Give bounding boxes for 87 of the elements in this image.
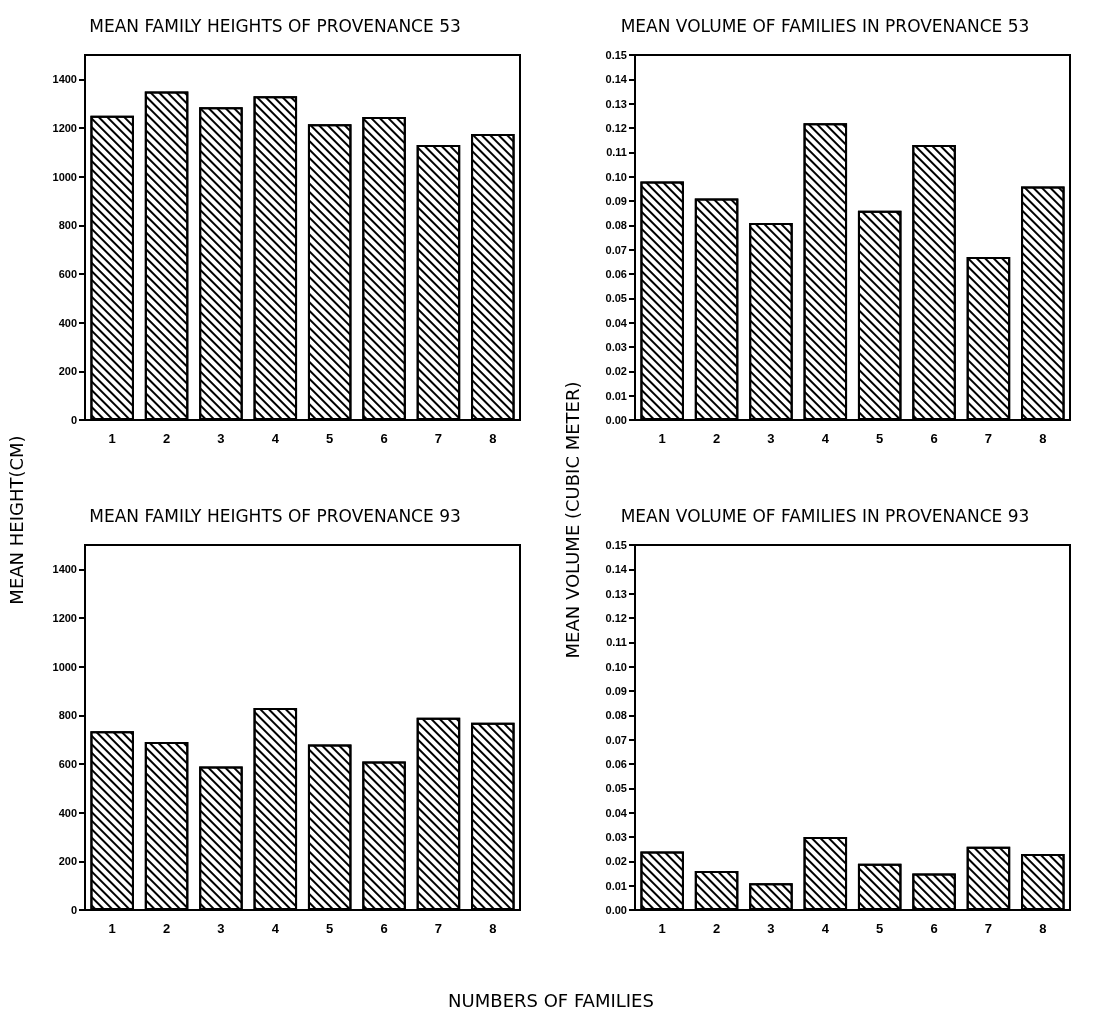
y-tick-label: 0.10 — [605, 660, 627, 673]
y-tick-label: 0.08 — [605, 219, 627, 232]
y-tick-label: 0.00 — [605, 904, 627, 916]
y-tick-label: 1400 — [52, 73, 77, 86]
y-tick-label: 200 — [58, 365, 77, 378]
y-tick-label: 0.09 — [605, 685, 627, 697]
y-tick-label: 0.09 — [605, 195, 627, 207]
x-tick-label: 5 — [876, 921, 884, 936]
y-tick-label: 0.13 — [605, 97, 627, 110]
y-tick-label: 0.02 — [605, 855, 627, 868]
x-tick-label: 4 — [271, 431, 280, 446]
y-tick-label: 200 — [58, 855, 77, 868]
x-tick-label: 2 — [712, 431, 721, 446]
x-tick-label: 1 — [658, 431, 666, 446]
y-tick-label: 0.01 — [605, 389, 627, 402]
y-tick-label: 0.04 — [605, 316, 628, 329]
x-tick-label: 6 — [380, 921, 388, 936]
x-tick-label: 5 — [326, 431, 334, 446]
y-tick-label: 0.11 — [606, 146, 627, 159]
x-tick-label: 3 — [767, 431, 775, 446]
y-tick-label: 0.08 — [605, 709, 627, 722]
y-axis-title: MEAN HEIGHT(CM) — [5, 435, 27, 605]
chart-title: MEAN VOLUME OF FAMILIES IN PROVENANCE 53 — [620, 15, 1030, 36]
y-tick-label: 800 — [58, 219, 77, 232]
x-tick-label: 2 — [162, 431, 171, 446]
y-tick-label: 0.05 — [605, 292, 627, 305]
y-tick-label: 0.03 — [605, 831, 627, 843]
x-tick-label: 7 — [434, 431, 443, 446]
y-tick-label: 600 — [58, 758, 77, 770]
x-tick-label: 6 — [930, 921, 938, 936]
y-tick-label: 0.15 — [605, 539, 627, 551]
y-tick-label: 0.13 — [605, 587, 627, 600]
chart-title: MEAN VOLUME OF FAMILIES IN PROVENANCE 93 — [620, 505, 1030, 526]
x-tick-label: 4 — [821, 921, 830, 936]
y-tick-label: 0.03 — [605, 341, 627, 353]
y-tick-label: 0.15 — [605, 49, 627, 61]
x-tick-label: 7 — [984, 921, 993, 936]
x-axis-title: NUMBERS OF FAMILIES — [448, 989, 654, 1011]
x-tick-label: 2 — [162, 921, 171, 936]
x-tick-label: 5 — [876, 431, 884, 446]
x-tick-label: 8 — [489, 921, 497, 936]
x-tick-label: 6 — [930, 431, 938, 446]
y-tick-label: 0.01 — [605, 879, 627, 892]
x-tick-label: 2 — [712, 921, 721, 936]
y-tick-label: 800 — [58, 709, 77, 722]
y-tick-label: 0.14 — [605, 73, 628, 86]
y-tick-label: 0.12 — [605, 122, 627, 134]
y-tick-label: 0.06 — [605, 758, 627, 770]
y-tick-label: 0.05 — [605, 782, 627, 795]
x-tick-label: 5 — [326, 921, 334, 936]
y-tick-label: 0.06 — [605, 268, 627, 280]
y-tick-label: 1000 — [52, 170, 77, 183]
x-tick-label: 4 — [821, 431, 830, 446]
y-tick-label: 1200 — [52, 122, 77, 134]
x-tick-label: 8 — [1039, 431, 1047, 446]
y-tick-label: 1000 — [52, 660, 77, 673]
x-tick-label: 7 — [434, 921, 443, 936]
chart-title: MEAN FAMILY HEIGHTS OF PROVENANCE 53 — [89, 15, 461, 36]
y-tick-label: 0 — [70, 414, 77, 426]
y-tick-label: 400 — [58, 806, 77, 819]
x-tick-label: 7 — [984, 431, 993, 446]
x-tick-label: 1 — [658, 921, 666, 936]
x-tick-label: 8 — [1039, 921, 1047, 936]
chart-title: MEAN FAMILY HEIGHTS OF PROVENANCE 93 — [89, 505, 461, 526]
y-tick-label: 0.07 — [605, 733, 627, 746]
y-tick-label: 0.00 — [605, 414, 627, 426]
x-tick-label: 8 — [489, 431, 497, 446]
y-tick-label: 0.12 — [605, 612, 627, 624]
x-tick-label: 3 — [217, 431, 225, 446]
y-tick-label: 1400 — [52, 563, 77, 576]
x-tick-label: 1 — [108, 431, 116, 446]
x-tick-label: 1 — [108, 921, 116, 936]
y-tick-label: 0 — [70, 904, 77, 916]
y-tick-label: 1200 — [52, 612, 77, 624]
y-tick-label: 0.07 — [605, 243, 627, 256]
y-tick-label: 0.02 — [605, 365, 627, 378]
y-tick-label: 0.11 — [606, 636, 627, 649]
y-tick-label: 600 — [58, 268, 77, 280]
x-tick-label: 6 — [380, 431, 388, 446]
x-tick-label: 3 — [767, 921, 775, 936]
y-axis-title: MEAN VOLUME (CUBIC METER) — [561, 381, 583, 659]
x-tick-label: 4 — [271, 921, 280, 936]
x-tick-label: 3 — [217, 921, 225, 936]
y-tick-label: 0.14 — [605, 563, 628, 576]
y-tick-label: 400 — [58, 316, 77, 329]
y-tick-label: 0.10 — [605, 170, 627, 183]
y-tick-label: 0.04 — [605, 806, 628, 819]
